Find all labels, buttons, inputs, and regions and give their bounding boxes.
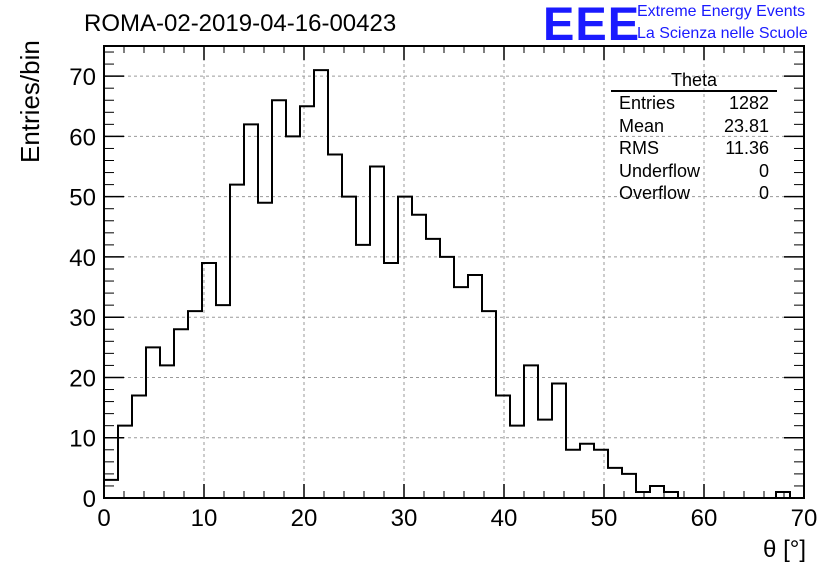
y-tick-label: 40 <box>69 245 96 272</box>
histogram-line <box>103 69 804 499</box>
x-tick-label: 20 <box>291 505 318 532</box>
x-tick-label: 50 <box>591 505 618 532</box>
eee-logo: EEE <box>543 0 641 50</box>
stats-title: Theta <box>611 70 777 92</box>
chart-title: ROMA-02-2019-04-16-00423 <box>84 10 397 37</box>
stats-box: Theta Entries 1282 Mean 23.81 RMS 11.36 … <box>611 70 777 205</box>
y-tick-label: 60 <box>69 124 96 151</box>
x-tick-label: 10 <box>191 505 218 532</box>
stats-row-mean: Mean 23.81 <box>611 115 777 138</box>
stats-label: Underflow <box>619 160 701 181</box>
stats-label: RMS <box>619 138 659 159</box>
x-tick-label: 0 <box>97 505 110 532</box>
stats-row-underflow: Underflow 0 <box>611 160 777 183</box>
stats-value: 1282 <box>728 93 769 113</box>
grid-lines <box>104 46 804 498</box>
x-tick-label: 60 <box>691 505 718 532</box>
stats-row-overflow: Overflow 0 <box>611 182 777 205</box>
stats-value: 0 <box>758 160 769 181</box>
stats-row-rms: RMS 11.36 <box>611 137 777 160</box>
y-tick-label: 30 <box>69 305 96 332</box>
tick-labels: 0 10 20 30 40 50 60 70 0 10 20 30 40 50 60 70 <box>69 64 817 532</box>
x-axis-label: θ [°] <box>763 536 806 563</box>
y-tick-label: 70 <box>69 64 96 91</box>
x-tick-label: 30 <box>391 505 418 532</box>
logo-line-1: Extreme Energy Events <box>637 3 806 20</box>
x-tick-label: 70 <box>791 505 818 532</box>
y-axis-label: Entries/bin <box>15 40 45 163</box>
stats-row-entries: Entries 1282 <box>611 92 777 115</box>
x-tick-label: 40 <box>491 505 518 532</box>
stats-label: Entries <box>619 93 676 113</box>
stats-value: 11.36 <box>725 138 769 159</box>
stats-label: Mean <box>619 115 665 136</box>
stats-value: 0 <box>758 183 769 204</box>
logo-line-2: La Scienza nelle Scuole <box>637 25 808 42</box>
y-tick-label: 10 <box>69 426 96 453</box>
stats-value: 23.81 <box>723 115 769 136</box>
plot-frame <box>103 45 805 499</box>
y-tick-label: 0 <box>83 486 96 513</box>
stats-label: Overflow <box>619 183 691 204</box>
y-tick-label: 20 <box>69 365 96 392</box>
y-tick-label: 50 <box>69 185 96 212</box>
